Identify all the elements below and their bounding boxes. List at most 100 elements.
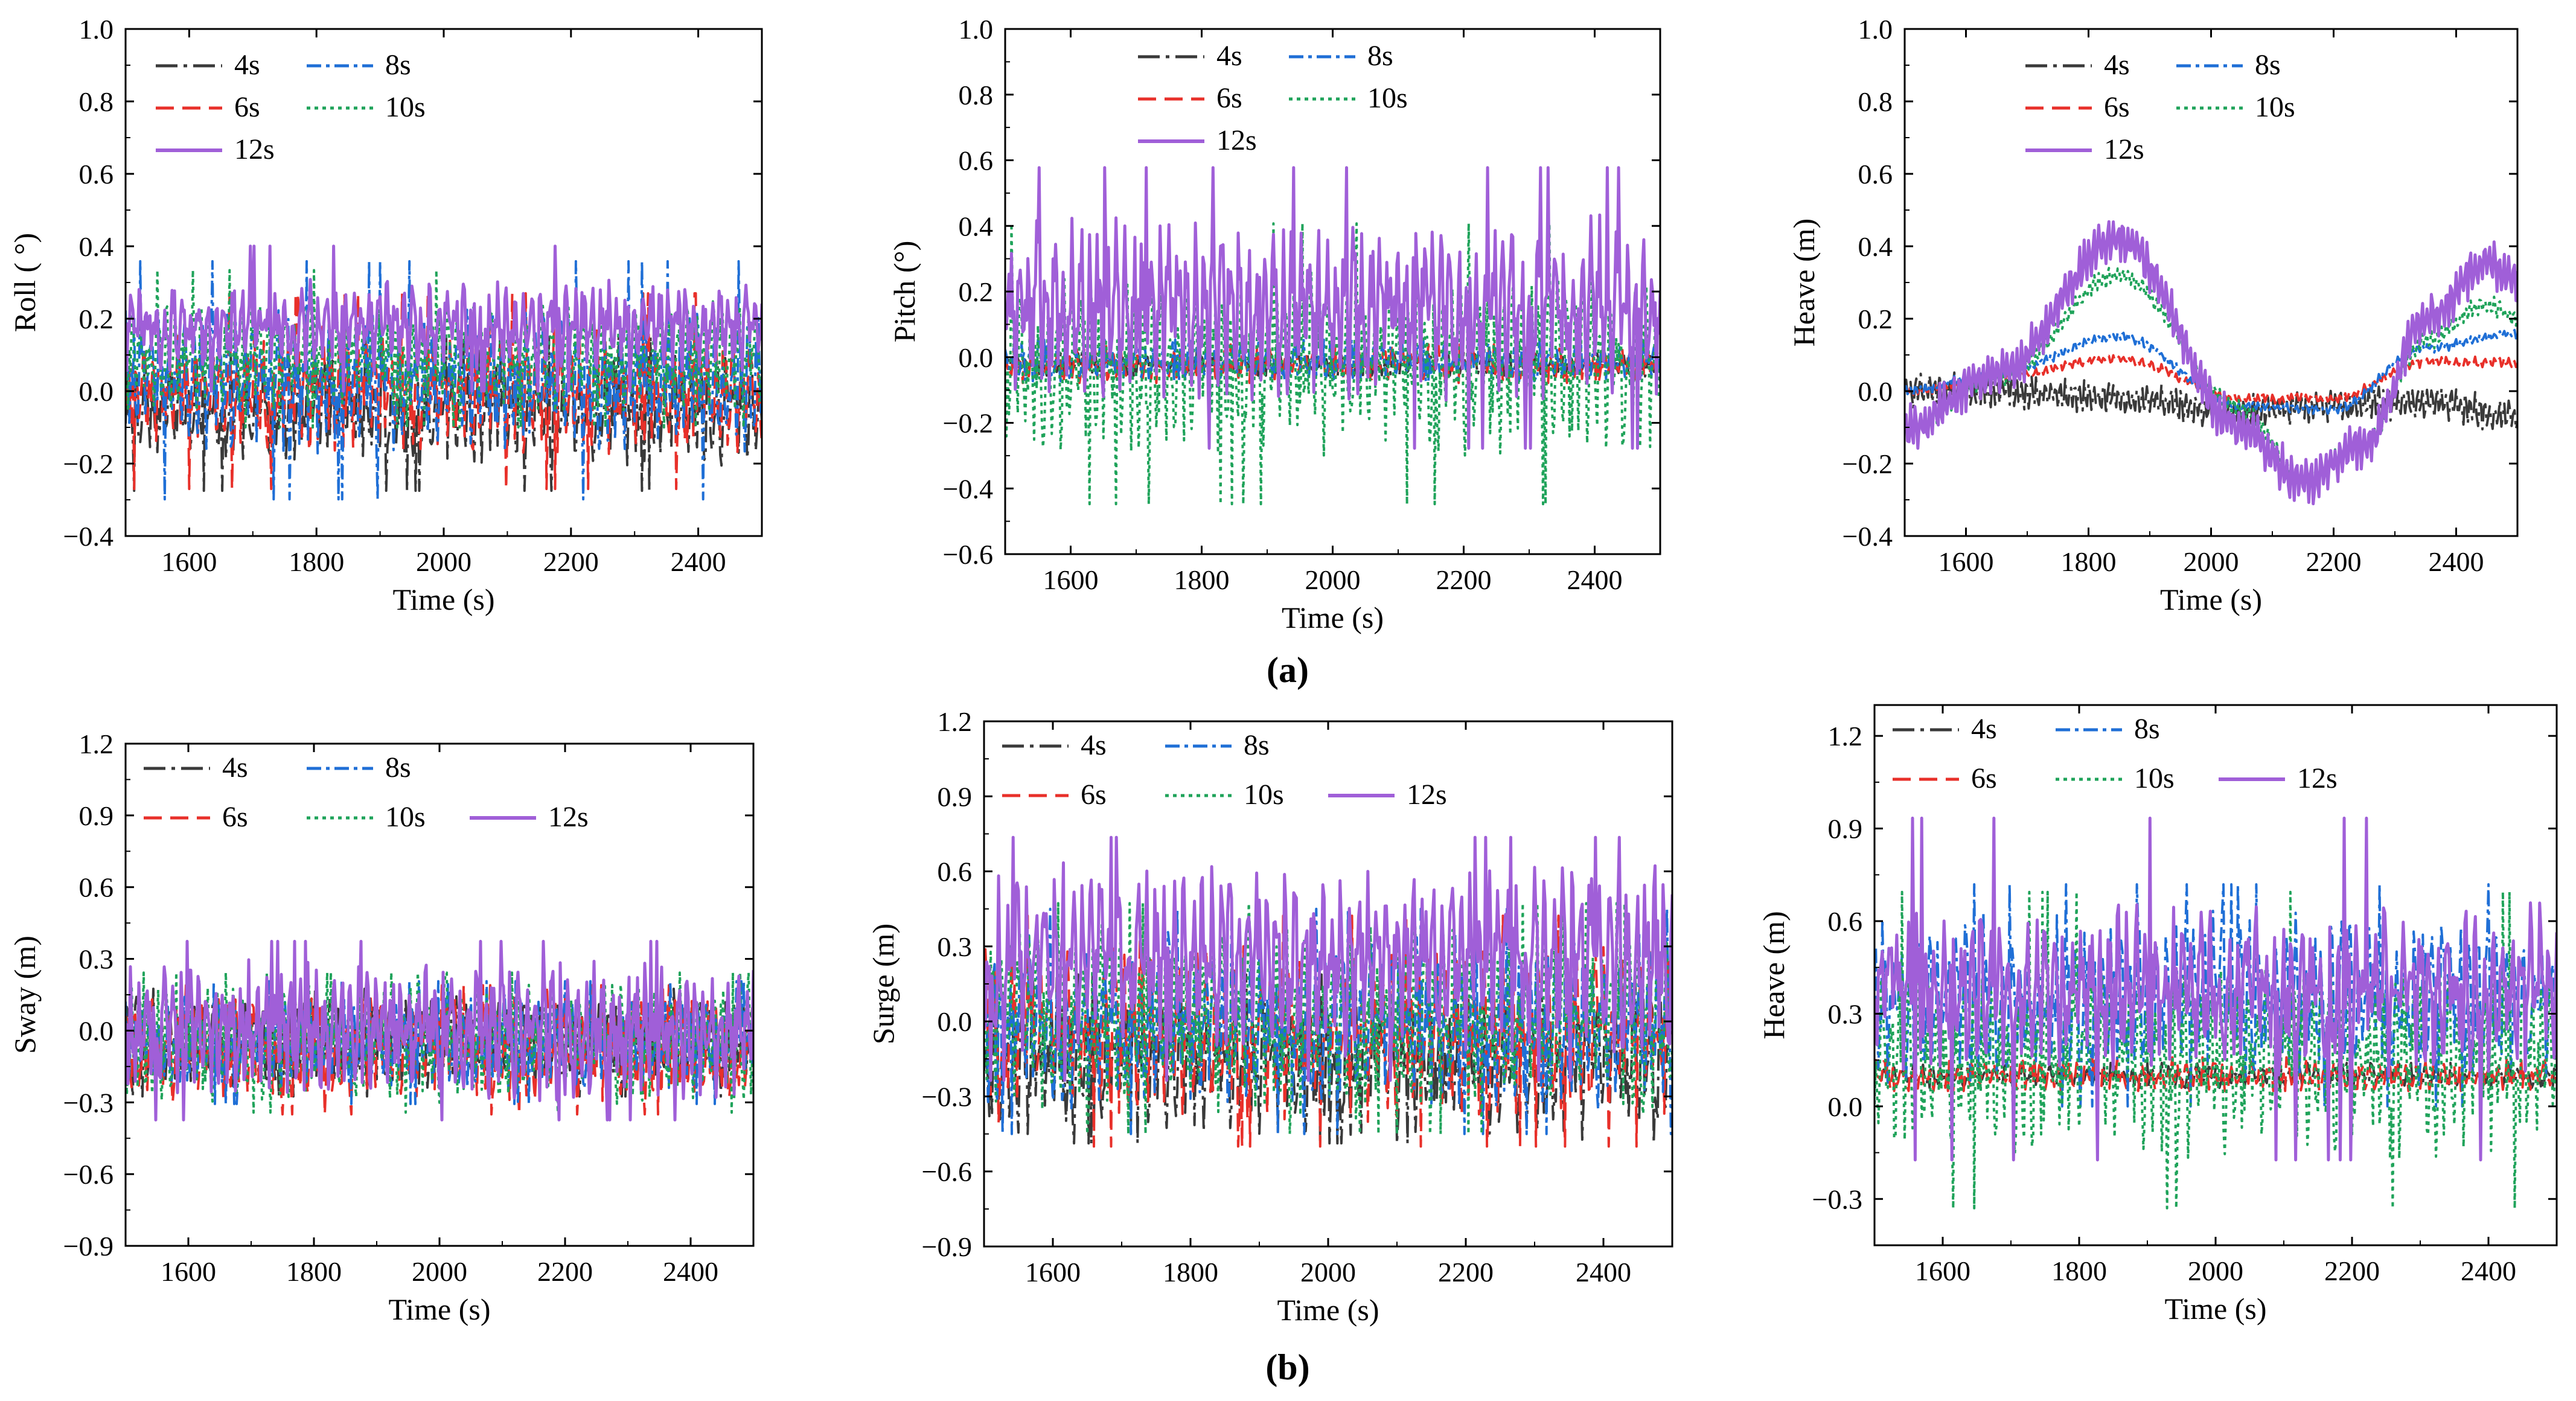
y-tick-label: −0.3: [63, 1087, 113, 1118]
x-tick-label: 2000: [412, 1256, 467, 1287]
legend: 4s 8s 6s 10s 12s: [2025, 49, 2295, 165]
legend-label-12s: 12s: [2297, 762, 2338, 794]
x-tick-label: 2400: [671, 546, 726, 577]
legend-item-12s: 12s: [1138, 124, 1257, 156]
plot-frame: [1903, 28, 2519, 537]
legend-label-8s: 8s: [385, 752, 411, 783]
y-tick-label: 0.4: [79, 231, 114, 262]
x-tick-label: 2200: [1438, 1257, 1494, 1288]
plot-area-b3: [1874, 816, 2557, 1210]
legend-item-6s: 6s: [1138, 82, 1242, 114]
y-tick-label: 0.6: [938, 857, 973, 887]
x-tick-label: 2000: [2184, 546, 2239, 577]
series-line-6s: [126, 984, 753, 1116]
x-tick-label: 2000: [416, 546, 471, 577]
x-tick-label: 2400: [2461, 1256, 2516, 1286]
x-tick-label: 1800: [1174, 564, 1230, 595]
y-tick-label: 0.8: [79, 86, 114, 117]
legend-item-4s: 4s: [1002, 729, 1107, 761]
x-tick-label: 2400: [663, 1256, 718, 1287]
x-tick-label: 2400: [1576, 1257, 1631, 1288]
legend-item-6s: 6s: [1002, 779, 1107, 811]
y-tick-label: 0.2: [959, 276, 994, 307]
plot-area-b1: [126, 940, 753, 1122]
legend-item-4s: 4s: [1138, 40, 1242, 72]
y-tick-label: −0.4: [63, 521, 113, 552]
x-tick-label: 1800: [286, 1256, 342, 1287]
y-tick-label: −0.2: [943, 408, 993, 439]
legend-item-4s: 4s: [1893, 713, 1997, 745]
legend-item-8s: 8s: [307, 752, 411, 783]
x-tick-label: 1800: [2061, 546, 2117, 577]
y-tick-label: −0.2: [1843, 448, 1893, 479]
y-tick-label: −0.6: [922, 1157, 972, 1187]
legend-label-12s: 12s: [1216, 124, 1257, 156]
y-tick-label: 1.0: [959, 14, 994, 45]
series-line-10s: [1874, 890, 2557, 1210]
legend: 4s 8s 6s 10s 12s: [1138, 40, 1408, 156]
y-tick-label: −0.3: [1812, 1184, 1862, 1214]
y-tick-label: 0.2: [1858, 304, 1893, 334]
y-tick-label: 0.0: [938, 1006, 973, 1037]
y-tick-label: 0.9: [1828, 814, 1863, 844]
y-tick-label: −0.6: [943, 539, 993, 570]
series-line-12s: [126, 940, 753, 1122]
legend-label-4s: 4s: [1971, 713, 1997, 745]
legend-item-10s: 10s: [1289, 82, 1408, 114]
x-axis-label: Time (s): [388, 1292, 490, 1326]
legend-item-10s: 10s: [1165, 779, 1284, 811]
chart-a1: −0.4 −0.2 0.0 0.2 0.4 0.6 0.8 1.0 1600 1800 2000 22…: [8, 14, 763, 616]
x-tick-label: 2000: [1305, 564, 1361, 595]
legend-label-4s: 4s: [222, 752, 248, 783]
y-tick-label: 0.0: [1858, 376, 1893, 407]
x-tick-label: 1800: [289, 546, 344, 577]
legend-label-10s: 10s: [385, 801, 426, 833]
legend-item-8s: 8s: [307, 49, 411, 81]
y-tick-label: −0.3: [922, 1081, 972, 1112]
legend-item-4s: 4s: [144, 752, 248, 783]
legend: 4s 8s 6s 10s 12s: [1893, 713, 2338, 794]
caption-a: (a): [1267, 650, 1309, 690]
legend-item-10s: 10s: [307, 801, 426, 833]
legend-item-12s: 12s: [1328, 779, 1447, 811]
legend-label-8s: 8s: [385, 49, 411, 81]
legend-item-12s: 12s: [156, 133, 275, 165]
x-tick-label: 1800: [2051, 1256, 2107, 1286]
y-tick-label: 1.2: [79, 729, 114, 759]
legend-label-4s: 4s: [234, 49, 260, 81]
x-tick-label: 2200: [1436, 564, 1492, 595]
y-tick-label: 1.2: [938, 706, 973, 737]
x-tick-label: 1600: [1915, 1256, 1970, 1286]
legend-item-6s: 6s: [1893, 762, 1997, 794]
y-axis-label: Heave (m): [1787, 219, 1821, 346]
y-tick-label: 0.0: [959, 342, 994, 373]
y-tick-label: −0.2: [63, 448, 113, 479]
legend-label-6s: 6s: [1081, 779, 1107, 811]
legend-label-10s: 10s: [2134, 762, 2175, 794]
x-tick-label: 1600: [161, 546, 217, 577]
y-tick-label: 0.8: [1858, 86, 1893, 117]
x-axis-label: Time (s): [2160, 582, 2262, 616]
x-tick-label: 2000: [2188, 1256, 2243, 1286]
chart-b3: −0.3 0.0 0.3 0.6 0.9 1.2 1600 1800 2000 2200 2400 T…: [1757, 704, 2558, 1326]
legend-label-6s: 6s: [2104, 91, 2130, 123]
x-tick-label: 1800: [1163, 1257, 1218, 1288]
y-tick-label: 0.4: [959, 211, 994, 241]
y-tick-label: 0.8: [959, 80, 994, 110]
legend-item-8s: 8s: [1289, 40, 1393, 72]
plot-area-a3: [1905, 220, 2517, 506]
x-tick-label: 2200: [543, 546, 599, 577]
legend-item-10s: 10s: [2176, 91, 2295, 123]
x-tick-label: 1600: [1043, 564, 1099, 595]
legend-item-10s: 10s: [307, 91, 426, 123]
chart-b2: −0.9 −0.6 −0.3 0.0 0.3 0.6 0.9 1.2 1600 1800 2000 2…: [866, 706, 1673, 1327]
legend-label-6s: 6s: [1971, 762, 1997, 794]
y-tick-label: 0.3: [938, 931, 973, 962]
x-tick-label: 1600: [1025, 1257, 1081, 1288]
legend: 4s 8s 6s 10s 12s: [1002, 729, 1447, 811]
y-tick-label: 0.6: [1858, 159, 1893, 190]
y-tick-label: 1.0: [79, 14, 114, 45]
y-tick-label: 0.3: [1828, 998, 1863, 1029]
x-tick-label: 2000: [1300, 1257, 1356, 1288]
y-tick-label: 0.0: [1828, 1091, 1863, 1122]
